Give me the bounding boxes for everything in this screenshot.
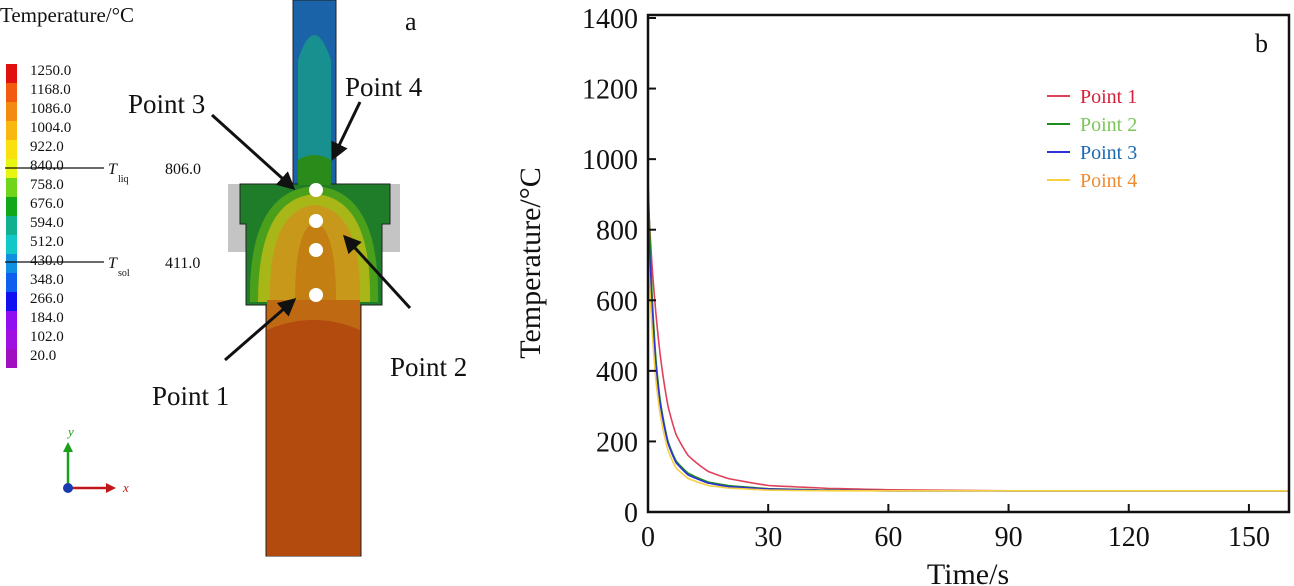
legend-value: 922.0 xyxy=(30,139,64,155)
legend-label: Point 4 xyxy=(1080,170,1137,192)
point-4-arrow xyxy=(331,101,362,161)
panel-a: Temperature/°C 1250.0 1168.0 1086.0 1004.0 9… xyxy=(0,0,467,557)
x-tick-label: 90 xyxy=(995,522,1023,553)
legend-value: 840.0 xyxy=(30,158,64,174)
legend-swatch xyxy=(6,311,17,330)
point-1-marker xyxy=(309,288,323,302)
x-tick-label: 150 xyxy=(1228,522,1270,553)
x-tick-label: 30 xyxy=(754,522,782,553)
legend-value: 20.0 xyxy=(30,348,56,364)
legend-value: 348.0 xyxy=(30,272,64,288)
y-tick-label: 400 xyxy=(596,357,638,388)
legend-swatch xyxy=(6,121,17,140)
legend-value: 1168.0 xyxy=(30,82,71,98)
solidus-symbol: T xyxy=(108,255,118,272)
legend-label: Point 2 xyxy=(1080,114,1137,136)
legend-value: 1250.0 xyxy=(30,63,71,79)
legend-label: Point 3 xyxy=(1080,142,1137,164)
point-3-label: Point 3 xyxy=(128,89,205,119)
legend-swatch xyxy=(6,140,17,159)
axis-ticks: 0 30 60 90 120 150 0 200 400 600 800 1000 1200 1400 xyxy=(582,4,1270,553)
series-lines xyxy=(647,176,1290,492)
series-line-point-1 xyxy=(647,194,1290,492)
legend-swatch xyxy=(6,330,17,349)
solidus-sub: sol xyxy=(118,268,130,279)
legend-value: 512.0 xyxy=(30,234,64,250)
plot-frame xyxy=(646,13,1291,514)
x-tick-label: 60 xyxy=(874,522,902,553)
liquidus-sub: liq xyxy=(118,174,129,185)
legend-value: 1004.0 xyxy=(30,120,71,136)
legend-swatch xyxy=(6,235,17,254)
point-3-arrow xyxy=(210,113,296,191)
axis-y-label: y xyxy=(66,424,74,439)
legend-value: 594.0 xyxy=(30,215,64,231)
series-line-point-2 xyxy=(647,176,1290,492)
liquidus-symbol: T xyxy=(108,161,118,178)
casting-contour xyxy=(228,0,400,557)
series-line-point-3 xyxy=(647,212,1290,492)
series-line-point-4 xyxy=(647,247,1290,492)
y-tick-label: 1200 xyxy=(582,75,638,106)
point-4-label: Point 4 xyxy=(345,72,423,102)
legend-swatch xyxy=(6,197,17,216)
liquidus-value: 806.0 xyxy=(165,161,201,178)
y-tick-label: 200 xyxy=(596,427,638,458)
legend-value: 266.0 xyxy=(30,291,64,307)
point-4-marker xyxy=(309,183,323,197)
y-tick-label: 600 xyxy=(596,286,638,317)
legend-swatch xyxy=(6,216,17,235)
legend-swatch xyxy=(6,254,17,273)
legend-swatch xyxy=(6,102,17,121)
legend-value: 102.0 xyxy=(30,329,64,345)
legend-value: 430.0 xyxy=(30,253,64,269)
color-legend: 1250.0 1168.0 1086.0 1004.0 922.0 840.0 758.0 6… xyxy=(6,63,71,368)
point-2-marker xyxy=(309,243,323,257)
axis-triad: y x xyxy=(63,424,129,495)
legend-swatch xyxy=(6,349,17,368)
y-arrow-icon xyxy=(63,442,73,452)
point-1-arrow xyxy=(224,298,297,362)
point-1-label: Point 1 xyxy=(152,381,229,411)
legend-value: 758.0 xyxy=(30,177,64,193)
legend-swatch xyxy=(6,178,17,197)
x-tick-label: 120 xyxy=(1108,522,1150,553)
legend-value: 184.0 xyxy=(30,310,64,326)
y-tick-label: 1400 xyxy=(582,4,638,35)
point-3-marker xyxy=(309,214,323,228)
x-arrow-icon xyxy=(106,483,116,493)
y-tick-label: 1000 xyxy=(582,145,638,176)
legend-title: Temperature/°C xyxy=(0,3,134,27)
panel-a-label: a xyxy=(405,7,417,36)
point-2-label: Point 2 xyxy=(390,352,467,382)
y-tick-label: 0 xyxy=(624,498,638,529)
temperature-chart: 0 30 60 90 120 150 0 200 400 600 800 1000 1200 1400 b… xyxy=(514,4,1291,586)
axis-x-label: x xyxy=(122,480,129,495)
x-tick-label: 0 xyxy=(641,522,655,553)
point-2-arrow xyxy=(342,234,412,310)
y-tick-label: 800 xyxy=(596,216,638,247)
legend-label: Point 1 xyxy=(1080,86,1137,108)
legend-swatch xyxy=(6,273,17,292)
legend-swatch xyxy=(6,292,17,311)
legend-swatch xyxy=(6,64,17,83)
solidus-value: 411.0 xyxy=(165,255,200,272)
x-axis-label: Time/s xyxy=(927,558,1009,586)
y-axis-label: Temperature/°C xyxy=(514,167,547,358)
legend-value: 1086.0 xyxy=(30,101,71,117)
legend-value: 676.0 xyxy=(30,196,64,212)
chart-legend: Point 1 Point 2 Point 3 Point 4 xyxy=(1047,86,1137,192)
panel-b-label: b xyxy=(1255,29,1268,58)
legend-swatch xyxy=(6,83,17,102)
